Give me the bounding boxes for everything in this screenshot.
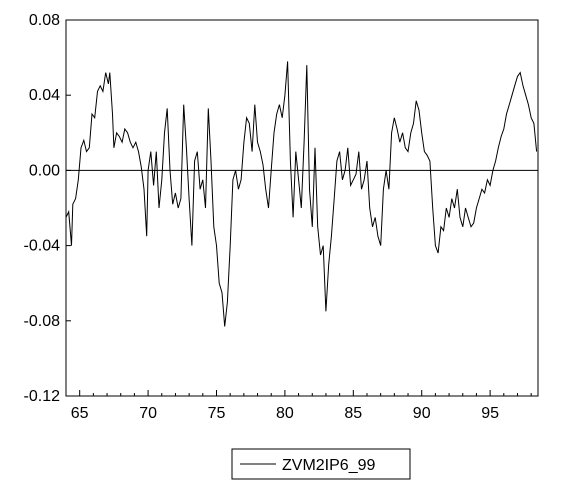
- y-tick-label: -0.04: [24, 238, 61, 255]
- x-tick-label: 95: [481, 405, 499, 422]
- y-tick-label: 0.08: [29, 12, 60, 29]
- x-tick-label: 90: [413, 405, 431, 422]
- x-tick-label: 75: [208, 405, 226, 422]
- y-axis: 0.08 0.04 0.00 -0.04 -0.08 -0.12: [24, 12, 71, 405]
- series-line: [65, 61, 538, 327]
- y-tick-label: -0.12: [24, 388, 61, 405]
- legend-label: ZVM2IP6_99: [282, 457, 375, 474]
- legend: ZVM2IP6_99: [231, 448, 411, 480]
- x-tick-label: 70: [139, 405, 157, 422]
- x-tick-label: 65: [71, 405, 89, 422]
- y-tick-label: 0.04: [29, 87, 60, 104]
- x-axis: 65 70 75 80 85 90 95: [65, 390, 532, 422]
- x-tick-label: 85: [344, 405, 362, 422]
- x-tick-label: 80: [276, 405, 294, 422]
- y-tick-label: -0.08: [24, 313, 61, 330]
- legend-box: [231, 448, 411, 480]
- plot-frame: [65, 19, 539, 397]
- y-tick-label: 0.00: [29, 162, 60, 179]
